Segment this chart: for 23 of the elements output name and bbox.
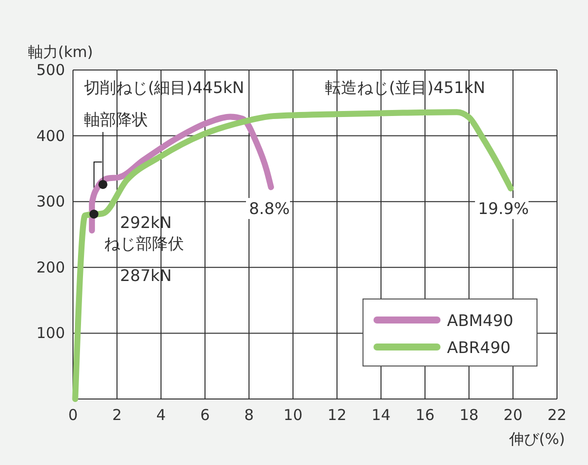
x-axis-title: 伸び(%) (508, 430, 565, 448)
x-tick-label: 14 (371, 406, 391, 424)
y-tick-label: 100 (36, 324, 65, 342)
y-tick-label: 200 (36, 258, 65, 276)
x-tick-label: 0 (68, 406, 78, 424)
legend-label: ABM490 (447, 311, 514, 330)
y-tick-label: 500 (36, 61, 65, 79)
y-axis-title: 軸力(km) (28, 43, 94, 61)
x-tick-label: 22 (547, 406, 567, 424)
legend-label: ABR490 (447, 338, 511, 357)
y-tick-label: 300 (36, 192, 65, 211)
x-tick-label: 20 (503, 406, 523, 424)
annotation: 19.9% (478, 199, 529, 218)
x-tick-label: 18 (459, 406, 479, 424)
x-tick-label: 2 (112, 406, 122, 424)
annotation: 8.8% (249, 199, 290, 218)
x-tick-label: 10 (283, 406, 303, 424)
x-tick-label: 4 (156, 406, 166, 424)
y-tick-label: 400 (36, 126, 65, 145)
x-tick-label: 16 (415, 406, 435, 424)
x-tick-label: 8 (244, 406, 254, 424)
x-tick-label: 12 (327, 406, 347, 424)
x-tick-label: 6 (200, 406, 210, 424)
